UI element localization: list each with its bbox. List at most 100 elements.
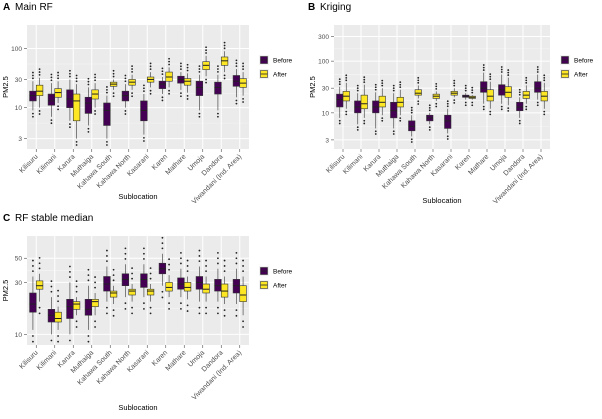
outlier-point xyxy=(143,140,145,142)
box-before-5 xyxy=(408,106,416,143)
outlier-point xyxy=(410,106,413,109)
plot-panel xyxy=(27,236,249,345)
outlier-point xyxy=(356,129,359,131)
outlier-point xyxy=(94,326,96,328)
box-before-6 xyxy=(426,104,434,131)
outlier-point xyxy=(87,335,90,337)
outlier-point xyxy=(242,326,244,328)
outlier-point xyxy=(356,126,359,129)
box-body xyxy=(91,299,99,307)
outlier-point xyxy=(392,87,395,90)
outlier-point xyxy=(75,74,78,77)
outlier-point xyxy=(75,285,78,288)
box-after-6 xyxy=(128,65,136,98)
outlier-point xyxy=(525,105,528,108)
box-after-10 xyxy=(202,46,210,84)
outlier-point xyxy=(399,119,402,122)
box-after-3 xyxy=(72,74,81,146)
outlier-point xyxy=(161,247,164,250)
y-tick-label: 100 xyxy=(318,59,329,66)
box-before-11 xyxy=(214,251,222,315)
outlier-point xyxy=(453,99,456,102)
outlier-point xyxy=(345,74,348,77)
outlier-point xyxy=(428,104,431,107)
outlier-point xyxy=(338,78,341,81)
box-after-12 xyxy=(239,62,247,103)
x-tick-label: Kilimani xyxy=(36,153,59,176)
outlier-point xyxy=(482,105,485,108)
outlier-point xyxy=(399,83,402,86)
outlier-point xyxy=(131,272,133,275)
box-before-11 xyxy=(516,88,524,125)
outlier-point xyxy=(168,307,170,310)
outlier-point xyxy=(168,302,170,305)
box-body xyxy=(140,273,148,288)
outlier-point xyxy=(94,320,96,323)
outlier-point xyxy=(131,277,133,280)
box-after-9 xyxy=(486,73,494,116)
box-body xyxy=(480,81,488,93)
box-after-1 xyxy=(35,68,44,115)
box-body xyxy=(158,80,167,89)
outlier-point xyxy=(399,117,402,119)
outlier-point xyxy=(94,281,96,284)
x-axis-title: Sublocation xyxy=(422,196,461,205)
outlier-point xyxy=(106,91,108,94)
chart-panel-c: C RF stable median103050KilisuruKilimaniK… xyxy=(1,213,293,412)
outlier-point xyxy=(338,83,341,86)
outlier-point xyxy=(57,74,59,77)
outlier-point xyxy=(374,130,377,133)
outlier-point xyxy=(518,93,521,96)
outlier-point xyxy=(489,113,492,116)
outlier-point xyxy=(38,262,41,265)
outlier-point xyxy=(198,255,201,257)
outlier-point xyxy=(338,80,341,83)
outlier-point xyxy=(446,100,449,103)
outlier-point xyxy=(94,276,96,278)
box-after-7 xyxy=(146,62,155,95)
box-before-8 xyxy=(158,236,167,299)
outlier-point xyxy=(417,100,420,103)
outlier-point xyxy=(75,77,78,80)
outlier-point xyxy=(149,306,152,309)
box-before-6 xyxy=(121,247,130,310)
box-after-8 xyxy=(165,258,173,310)
outlier-point xyxy=(180,65,182,68)
outlier-point xyxy=(525,108,528,111)
outlier-point xyxy=(161,70,164,73)
outlier-point xyxy=(180,68,182,71)
box-after-8 xyxy=(165,57,173,95)
box-after-4 xyxy=(91,276,99,328)
outlier-point xyxy=(112,75,115,78)
box-after-3 xyxy=(72,280,81,328)
outlier-point xyxy=(69,276,71,278)
box-before-2 xyxy=(47,280,56,342)
outlier-point xyxy=(525,76,528,79)
outlier-point xyxy=(392,130,395,133)
outlier-point xyxy=(242,320,244,323)
box-body xyxy=(390,102,398,119)
box-before-12 xyxy=(534,66,542,107)
outlier-point xyxy=(161,99,164,102)
outlier-point xyxy=(143,247,145,250)
outlier-point xyxy=(106,306,108,309)
outlier-point xyxy=(500,66,503,68)
outlier-point xyxy=(417,76,420,79)
chart-title: RF stable median xyxy=(15,213,93,224)
box-body xyxy=(84,96,93,114)
outlier-point xyxy=(356,87,359,90)
outlier-point xyxy=(446,135,449,138)
legend-label-after: After xyxy=(273,72,288,79)
box-before-1 xyxy=(29,259,37,343)
outlier-point xyxy=(374,133,377,135)
outlier-point xyxy=(242,259,244,262)
box-before-1 xyxy=(29,71,37,118)
box-after-5 xyxy=(414,76,422,105)
outlier-point xyxy=(32,112,34,115)
box-body xyxy=(444,114,452,129)
outlier-point xyxy=(464,101,467,104)
outlier-point xyxy=(57,300,59,303)
box-before-9 xyxy=(480,64,488,111)
outlier-point xyxy=(87,77,90,80)
outlier-point xyxy=(410,109,413,112)
